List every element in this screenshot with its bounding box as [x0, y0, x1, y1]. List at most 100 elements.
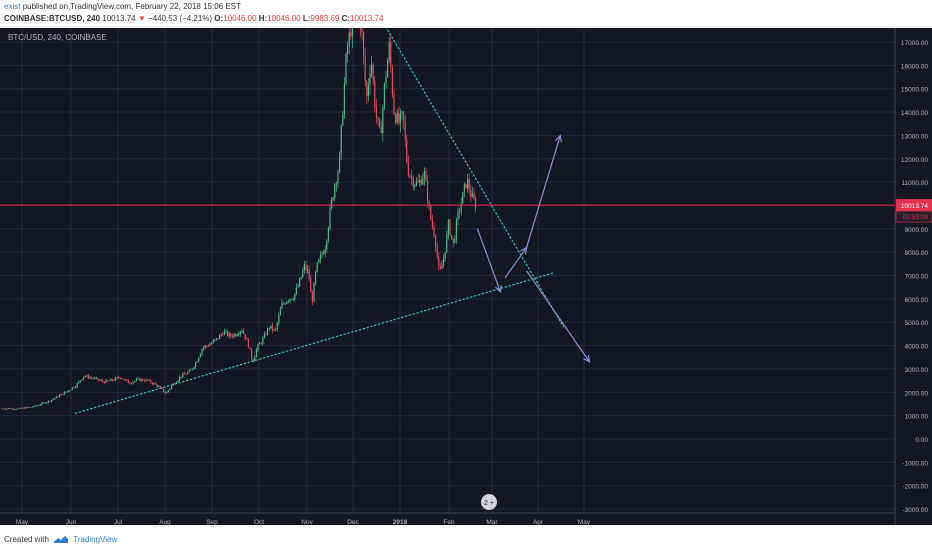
candle-body [111, 379, 113, 381]
candle-body [321, 254, 323, 256]
candle-body [425, 170, 427, 181]
time-tick-label: Feb [443, 519, 455, 525]
candle-body [236, 334, 238, 337]
high-label: H: [258, 14, 268, 23]
candle-body [396, 112, 398, 123]
candle-body [159, 386, 161, 388]
candle-body [342, 114, 344, 126]
candle-body [71, 387, 73, 390]
time-tick-label: May [16, 519, 29, 525]
candle-body [404, 121, 406, 140]
candle-body [185, 373, 187, 375]
candle-body [323, 253, 325, 255]
candle-body [203, 347, 205, 350]
candle-body [57, 396, 59, 398]
candle-body [225, 330, 227, 332]
candle-body [238, 334, 240, 335]
price-axis[interactable] [895, 28, 932, 525]
event-badge[interactable]: 2 + [481, 494, 497, 510]
candle-body [371, 64, 373, 74]
candle-body [393, 94, 395, 115]
candle-body [316, 262, 318, 272]
candle-body [465, 184, 467, 188]
price-tick-label: 11000.00 [901, 180, 928, 187]
candle-body [383, 83, 385, 108]
candle-body [468, 179, 470, 191]
price-tick-label: 17000.00 [901, 40, 928, 47]
candle-body [308, 269, 310, 279]
tradingview-logo-icon [54, 536, 69, 544]
tradingview-link[interactable]: TradingView [73, 535, 118, 544]
candle-body [455, 219, 457, 240]
projection-arrow[interactable] [526, 270, 590, 363]
projection-arrow[interactable] [476, 228, 502, 293]
candle-body [212, 340, 214, 344]
candle-body [67, 390, 69, 392]
candle-body [412, 178, 414, 187]
candle-body [60, 393, 62, 396]
open-value: 10046.00 [223, 14, 257, 23]
candle-body [439, 266, 441, 269]
candle-body [318, 259, 320, 263]
resistance-trendline[interactable] [384, 28, 564, 328]
symbol-label: COINBASE:BTCUSD, 240 [4, 14, 101, 23]
candle-body [275, 329, 277, 330]
candle-body [359, 28, 361, 30]
candle-body [211, 343, 213, 345]
event-badge-label: 2 + [484, 500, 494, 507]
candle-body [223, 331, 225, 336]
candle-body [132, 381, 134, 384]
candle-body [241, 330, 243, 332]
price-tick-label: -1000.00 [902, 460, 928, 467]
candle-body [310, 278, 312, 293]
candle-body [367, 85, 369, 97]
candle-body [59, 395, 61, 398]
candle-body [294, 293, 296, 300]
candle-body [92, 378, 94, 379]
candle-body [417, 181, 419, 183]
support-trendline[interactable] [74, 272, 554, 414]
candle-body [451, 235, 453, 239]
candle-body [446, 233, 448, 253]
candle-body [454, 239, 456, 243]
price-tick-label: 12000.00 [901, 157, 928, 164]
candle-body [151, 382, 153, 385]
candle-body [62, 393, 64, 395]
price-tick-label: 1000.00 [905, 414, 929, 421]
candle-body [188, 370, 190, 373]
candle-body [395, 114, 397, 123]
candle-body [260, 343, 262, 345]
projection-arrow[interactable] [504, 247, 528, 279]
candle-body [231, 336, 233, 338]
candle-body [382, 107, 384, 133]
candle-body [206, 345, 208, 347]
candle-body [89, 377, 91, 379]
projection-arrow-head [495, 284, 502, 294]
time-tick-label: Jun [66, 519, 77, 525]
candle-body [335, 183, 337, 185]
candle-body [126, 379, 128, 381]
price-tick-label: 15000.00 [901, 87, 928, 94]
candle-body [444, 252, 446, 259]
high-value: 10046.00 [267, 14, 301, 23]
author-link[interactable]: exist [4, 2, 21, 11]
current-price-tag [896, 199, 932, 212]
candle-body [100, 380, 102, 382]
candle-body [167, 390, 169, 392]
candle-body [270, 325, 272, 329]
candle-body [107, 379, 109, 381]
change-value: −440.53 (−4.21%) [148, 14, 213, 23]
candle-body [244, 333, 246, 339]
candle-body [22, 407, 24, 409]
candle-body [267, 328, 269, 335]
price-chart[interactable]: 17000.00 16000.00 15000.00 14000.00 13000.00… [0, 28, 932, 525]
candle-body [204, 345, 206, 348]
price-tick-label: 4000.00 [905, 344, 929, 351]
candle-body [51, 399, 53, 402]
projection-arrow[interactable] [525, 135, 561, 248]
chart-background [0, 28, 932, 525]
candle-body [375, 107, 377, 118]
event-badge-circle [481, 494, 497, 510]
candle-body [81, 379, 83, 381]
candle-body [99, 380, 101, 381]
